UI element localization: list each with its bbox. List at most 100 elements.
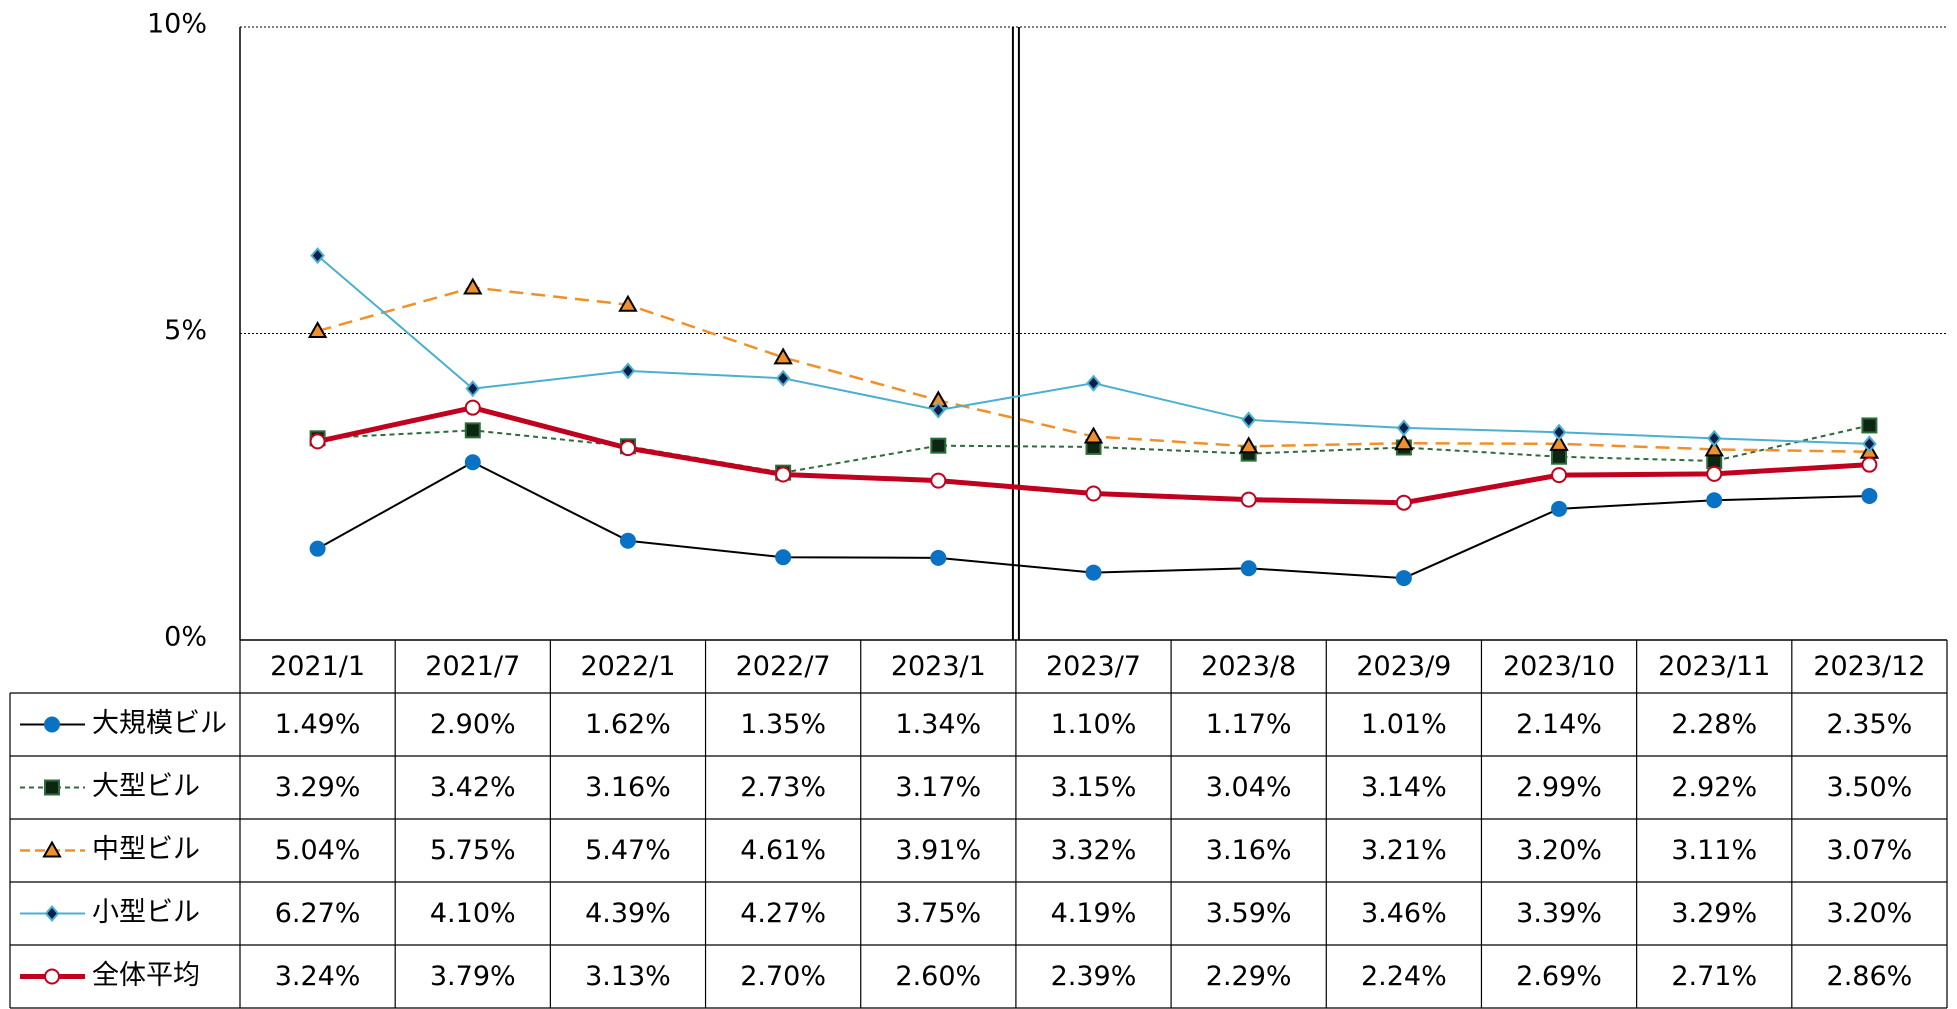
legend-label: 大規模ビル: [92, 708, 227, 739]
point: [930, 549, 947, 566]
point: [930, 437, 947, 454]
point: [307, 321, 328, 339]
table-value: 1.35%: [740, 709, 826, 740]
table-value: 3.13%: [585, 961, 671, 992]
x-tick-label: 2023/8: [1201, 651, 1296, 682]
table-value: 2.35%: [1827, 709, 1913, 740]
x-tick-label: 2021/1: [270, 651, 365, 682]
table-value: 6.27%: [275, 898, 361, 929]
table-value: 3.17%: [895, 772, 981, 803]
point: [1086, 374, 1101, 392]
table-value: 1.34%: [895, 709, 981, 740]
point: [1862, 435, 1877, 453]
table-value: 2.60%: [895, 961, 981, 992]
point: [1861, 456, 1878, 473]
point: [464, 454, 481, 471]
point: [464, 422, 481, 439]
point: [1395, 494, 1412, 511]
x-tick-label: 2023/1: [891, 651, 986, 682]
point: [1551, 423, 1567, 441]
table-value: 3.20%: [1827, 898, 1913, 929]
point: [1861, 417, 1878, 434]
table-value: 2.14%: [1516, 709, 1602, 740]
table-value: 1.17%: [1206, 709, 1292, 740]
table-value: 3.46%: [1361, 898, 1447, 929]
table-value: 3.75%: [895, 898, 981, 929]
table-value: 5.04%: [275, 835, 361, 866]
y-tick-label: 5%: [164, 315, 207, 346]
table-value: 4.27%: [740, 898, 826, 929]
table-value: 2.39%: [1051, 961, 1137, 992]
legend-marker: [44, 904, 60, 923]
table-value: 2.28%: [1671, 709, 1757, 740]
legend-label: 全体平均: [92, 960, 200, 991]
series-line: [317, 461, 1870, 580]
table-value: 1.62%: [585, 709, 671, 740]
point: [463, 277, 483, 295]
point: [1085, 485, 1102, 502]
point: [1085, 564, 1102, 581]
point: [1238, 436, 1259, 454]
legend-label: 中型ビル: [92, 834, 200, 865]
point: [465, 380, 481, 398]
legend-label: 大型ビル: [92, 771, 200, 802]
table-value: 2.92%: [1671, 772, 1757, 803]
point: [1704, 439, 1724, 457]
table-value: 2.73%: [740, 772, 826, 803]
point: [309, 433, 326, 450]
point: [620, 362, 636, 380]
point: [1706, 465, 1723, 482]
table-value: 3.21%: [1361, 835, 1447, 866]
table-value: 3.59%: [1206, 898, 1292, 929]
point: [1706, 492, 1723, 509]
point: [1395, 570, 1412, 587]
table-value: 4.10%: [430, 898, 516, 929]
table-value: 1.10%: [1051, 709, 1137, 740]
table-value: 3.91%: [895, 835, 981, 866]
table-value: 4.39%: [585, 898, 671, 929]
table-value: 3.15%: [1051, 772, 1137, 803]
y-tick-label: 10%: [147, 9, 207, 40]
x-tick-label: 2021/7: [425, 651, 520, 682]
point: [931, 401, 946, 419]
table-value: 3.04%: [1206, 772, 1292, 803]
point: [618, 294, 638, 312]
table-value: 3.29%: [275, 772, 361, 803]
table-value: 3.11%: [1671, 835, 1757, 866]
point: [1083, 426, 1104, 444]
table-value: 2.71%: [1671, 961, 1757, 992]
point: [619, 440, 636, 457]
x-tick-label: 2022/7: [736, 651, 831, 682]
point: [1551, 448, 1568, 465]
legend-marker: [44, 716, 60, 733]
x-tick-label: 2023/9: [1356, 651, 1451, 682]
legend-marker: [44, 779, 60, 796]
table-value: 2.86%: [1827, 961, 1913, 992]
x-tick-label: 2023/11: [1658, 651, 1770, 682]
table-value: 2.69%: [1516, 961, 1602, 992]
table-value: 5.75%: [430, 835, 516, 866]
series-line: [316, 254, 1870, 445]
point: [1394, 433, 1414, 451]
table-value: 4.19%: [1051, 898, 1137, 929]
legend-marker: [42, 840, 62, 858]
point: [1551, 467, 1568, 484]
point: [775, 466, 792, 483]
point: [773, 347, 793, 365]
table-value: 2.99%: [1516, 772, 1602, 803]
x-tick-label: 2023/10: [1503, 651, 1615, 682]
point: [1240, 560, 1257, 577]
point: [1706, 429, 1722, 447]
point: [930, 472, 947, 489]
x-tick-label: 2023/7: [1046, 651, 1141, 682]
table-value: 2.29%: [1206, 961, 1292, 992]
point: [1241, 411, 1256, 429]
legend-label: 小型ビル: [92, 897, 200, 928]
table-value: 1.49%: [275, 709, 361, 740]
point: [1551, 500, 1568, 517]
x-tick-label: 2022/1: [580, 651, 675, 682]
table-value: 3.16%: [585, 772, 671, 803]
point: [1549, 433, 1569, 451]
x-tick-label: 2023/12: [1813, 651, 1925, 682]
